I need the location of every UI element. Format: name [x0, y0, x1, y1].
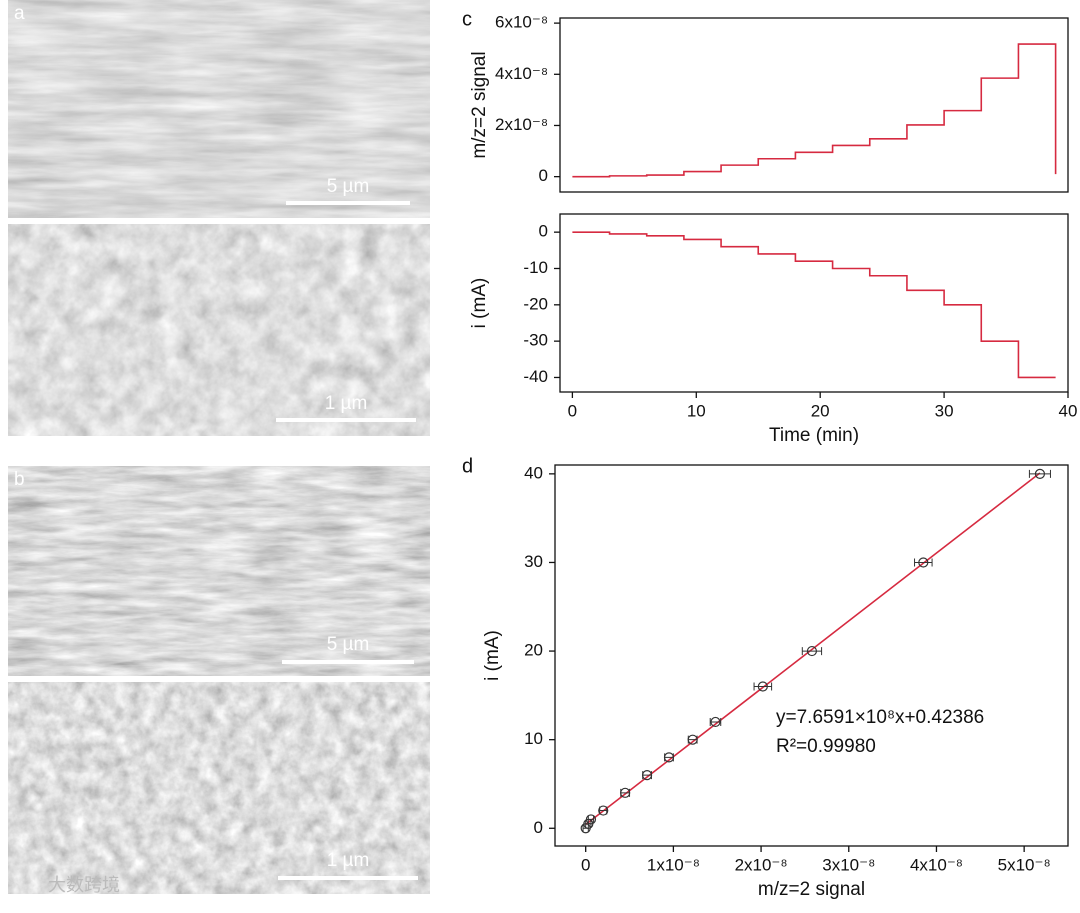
scale-bar-label: 1 µm: [327, 850, 370, 871]
x-tick-label: 4x10⁻⁸: [910, 855, 963, 874]
x-tick-label: 0: [581, 855, 590, 874]
y-axis-label: i (mA): [469, 278, 490, 329]
x-tick-label: 10: [687, 401, 706, 420]
data-point: [663, 752, 675, 763]
panel-label: b: [14, 469, 25, 490]
x-tick-label: 40: [1059, 401, 1078, 420]
scale-bar-label: 5 µm: [327, 634, 370, 655]
y-tick-label: 40: [524, 463, 543, 482]
data-point: [757, 681, 768, 692]
watermark: 大数跨境: [48, 875, 120, 895]
error-bar: [709, 717, 722, 726]
error-bar: [914, 558, 933, 567]
data-point: [806, 645, 818, 657]
y-tick-label: -40: [523, 367, 548, 386]
panel-label: d: [462, 455, 473, 477]
y-tick-label: 20: [524, 641, 543, 660]
panel-label: a: [14, 3, 25, 24]
y-tick-label: 0: [534, 818, 543, 837]
y-tick-label: 30: [524, 552, 543, 571]
y-tick-label: 2x10⁻⁸: [495, 115, 548, 134]
y-tick-label: -30: [523, 331, 548, 350]
y-axis-label: m/z=2 signal: [469, 51, 490, 158]
y-tick-label: 4x10⁻⁸: [495, 64, 548, 83]
data-point: [687, 734, 698, 745]
data-point: [620, 787, 631, 798]
y-tick-label: 10: [524, 729, 543, 748]
sem-image: [8, 682, 430, 894]
x-axis-label: m/z=2 signal: [758, 879, 865, 900]
sem-image: [8, 0, 430, 218]
data-point: [1034, 468, 1046, 479]
x-tick-label: 30: [935, 401, 954, 420]
panel-label: c: [462, 8, 472, 30]
error-bar: [801, 647, 823, 656]
sem-image: [8, 466, 430, 676]
data-line: [572, 231, 1056, 379]
x-tick-label: 0: [568, 401, 577, 420]
plot-frame: [559, 213, 1069, 393]
error-bar: [753, 682, 773, 691]
data-point: [585, 814, 597, 825]
scale-bar-label: 1 µm: [325, 393, 368, 414]
error-bar: [587, 815, 595, 824]
y-tick-label: 0: [539, 166, 548, 185]
y-tick-label: -20: [523, 294, 548, 313]
plot-frame: [554, 464, 1069, 847]
data-line: [572, 43, 1057, 178]
x-tick-label: 20: [811, 401, 830, 420]
x-tick-label: 1x10⁻⁸: [647, 855, 700, 874]
fit-line: [585, 472, 1041, 826]
x-axis-label: Time (min): [769, 425, 859, 446]
data-point: [710, 716, 721, 728]
x-tick-label: 2x10⁻⁸: [735, 855, 788, 874]
panel-a: a 5 µm 1 µm: [8, 0, 430, 436]
error-bar: [1028, 469, 1051, 478]
panel-b: b 5 µm 1 µm: [8, 466, 430, 894]
y-tick-label: 0: [539, 222, 548, 241]
x-tick-label: 5x10⁻⁸: [998, 855, 1051, 874]
data-point: [918, 557, 929, 568]
annotation: y=7.6591×10⁸x+0.42386: [776, 707, 984, 728]
annotation: R²=0.99980: [776, 736, 876, 757]
x-tick-label: 3x10⁻⁸: [822, 855, 875, 874]
sem-image: [8, 224, 430, 436]
y-tick-label: -10: [523, 258, 548, 277]
y-tick-label: 6x10⁻⁸: [495, 13, 548, 32]
scale-bar-label: 5 µm: [327, 176, 370, 197]
plot-frame: [559, 17, 1069, 193]
data-point: [641, 770, 653, 781]
y-axis-label: i (mA): [482, 630, 503, 681]
data-point: [598, 805, 609, 816]
